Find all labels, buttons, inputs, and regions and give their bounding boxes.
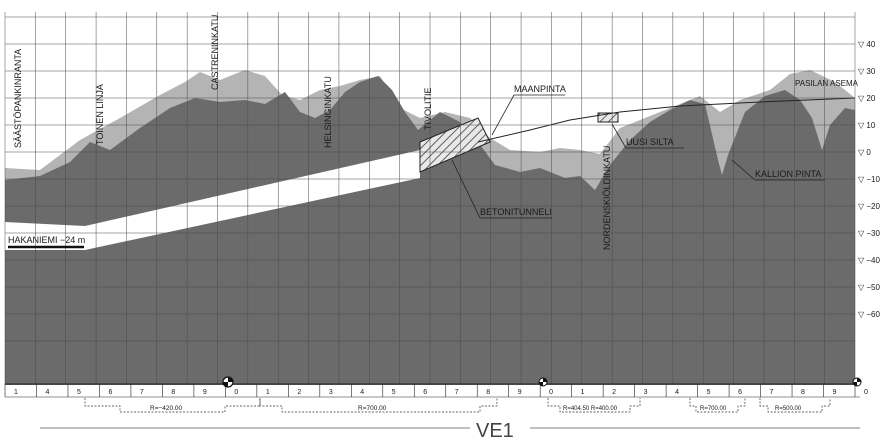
elevation-scale: ▽ 40 ▽ 30 ▽ 20 ▽ 10 ▽ 0 ▽ −10 ▽ −20 ▽ −30 ▽ −40 ▽… [858,40,880,319]
chainage-tick-label: 4 [45,389,49,396]
survey-marker-3 [852,377,862,387]
elevation-label: ▽ 40 [858,40,876,49]
chainage-tick-label: 1 [581,389,585,396]
chainage-tick-label: 3 [329,389,333,396]
chainage-tick-label: 9 [833,389,837,396]
curve-label-5: R=500.00 [775,406,802,412]
curve-label-1: R=−420.00 [150,405,183,412]
chainage-tick-label: 8 [171,389,175,396]
elevation-label: ▽ 20 [858,94,876,103]
elevation-label: ▽ −40 [858,256,880,265]
street-label-tivolitie: TIVOLITIE [423,87,433,130]
chainage-tick-label: 6 [738,389,742,396]
elevation-label: ▽ 0 [858,148,871,157]
elevation-label: ▽ −30 [858,229,880,238]
chainage-tick-label: 7 [455,389,459,396]
leader-betonitunneli-arrow [451,159,481,219]
chainage-tick-label: 9 [518,389,522,396]
curve-label-4: R=700.00 [700,406,727,412]
chainage-tick-label: 8 [801,389,805,396]
chainage-tick-label: 5 [77,389,81,396]
elevation-label: ▽ −20 [858,202,880,211]
street-label-saastopankinranta: SÄÄSTÖPANKINRANTA [13,49,23,148]
chainage-tick-label: 7 [140,389,144,396]
chainage-tick-label: 0 [234,389,238,396]
chainage-tick-label: 9 [203,389,207,396]
label-kallion-pinta: KALLION PINTA [755,169,821,179]
leader-kallion-pinta-arrow [731,159,756,181]
chainage-tick-label: 5 [707,389,711,396]
label-maanpinta: MAANPINTA [514,84,566,94]
street-label-toinen-linja: TOINEN LINJA [95,84,105,145]
chainage-ticks: 1 4 5 6 7 8 9 0 1 2 3 4 5 6 7 8 9 0 1 2 3 4 5 6 7 8 9 0 [4,384,868,397]
label-betonitunneli: BETONITUNNELI [480,207,552,217]
concrete-tunnel-section [419,117,491,173]
label-hakaniemi: HAKANIEMI −24 m [8,235,85,245]
survey-marker-2 [538,377,548,387]
chainage-tick-label: 3 [644,389,648,396]
chainage-tick-label: 6 [423,389,427,396]
street-label-nordenskioldinkatu: NORDENSKIÖLDINKATU [602,146,612,250]
label-uusi-silta: UUSI SILTA [626,137,674,147]
chainage-tick-label: 7 [770,389,774,396]
elevation-label: ▽ −60 [858,310,880,319]
chainage-tick-label: 1 [266,389,270,396]
chainage-tick-label: 2 [612,389,616,396]
chainage-tick-label: 5 [392,389,396,396]
elevation-label: ▽ −10 [858,175,880,184]
chainage-tick-label: 1 [14,389,18,396]
leader-uusi-silta-arrow [611,123,627,149]
grid [4,12,856,384]
curve-label-2: R=700.00 [358,405,387,412]
street-label-helsinginkatu: HELSINGINKATU [323,76,333,148]
elevation-label: ▽ 10 [858,121,876,130]
new-bridge-hatch [597,112,619,123]
leader-maanpinta-arrow [491,94,515,136]
street-label-castreninkatu: CASTRENINKATU [210,15,220,90]
chainage-tick-label: 2 [297,389,301,396]
curve-label-3: R=404.50 R=400.00 [563,406,618,412]
chainage-tick-label: 8 [486,389,490,396]
survey-marker-1 [222,376,234,388]
chainage-tick-label: 0 [549,389,553,396]
curve-brackets [84,398,831,413]
tunnel-band [5,150,420,250]
ground-surface-line [477,97,856,143]
elevation-label: ▽ −50 [858,283,880,292]
chainage-tick-label: 0 [864,389,868,396]
label-pasilan-asema: PASILAN ASEMA [795,79,859,88]
alignment-label: VE1 [476,420,514,442]
chainage-tick-label: 4 [360,389,364,396]
elevation-label: ▽ 30 [858,67,876,76]
chainage-tick-label: 6 [108,389,112,396]
chainage-tick-label: 4 [675,389,679,396]
